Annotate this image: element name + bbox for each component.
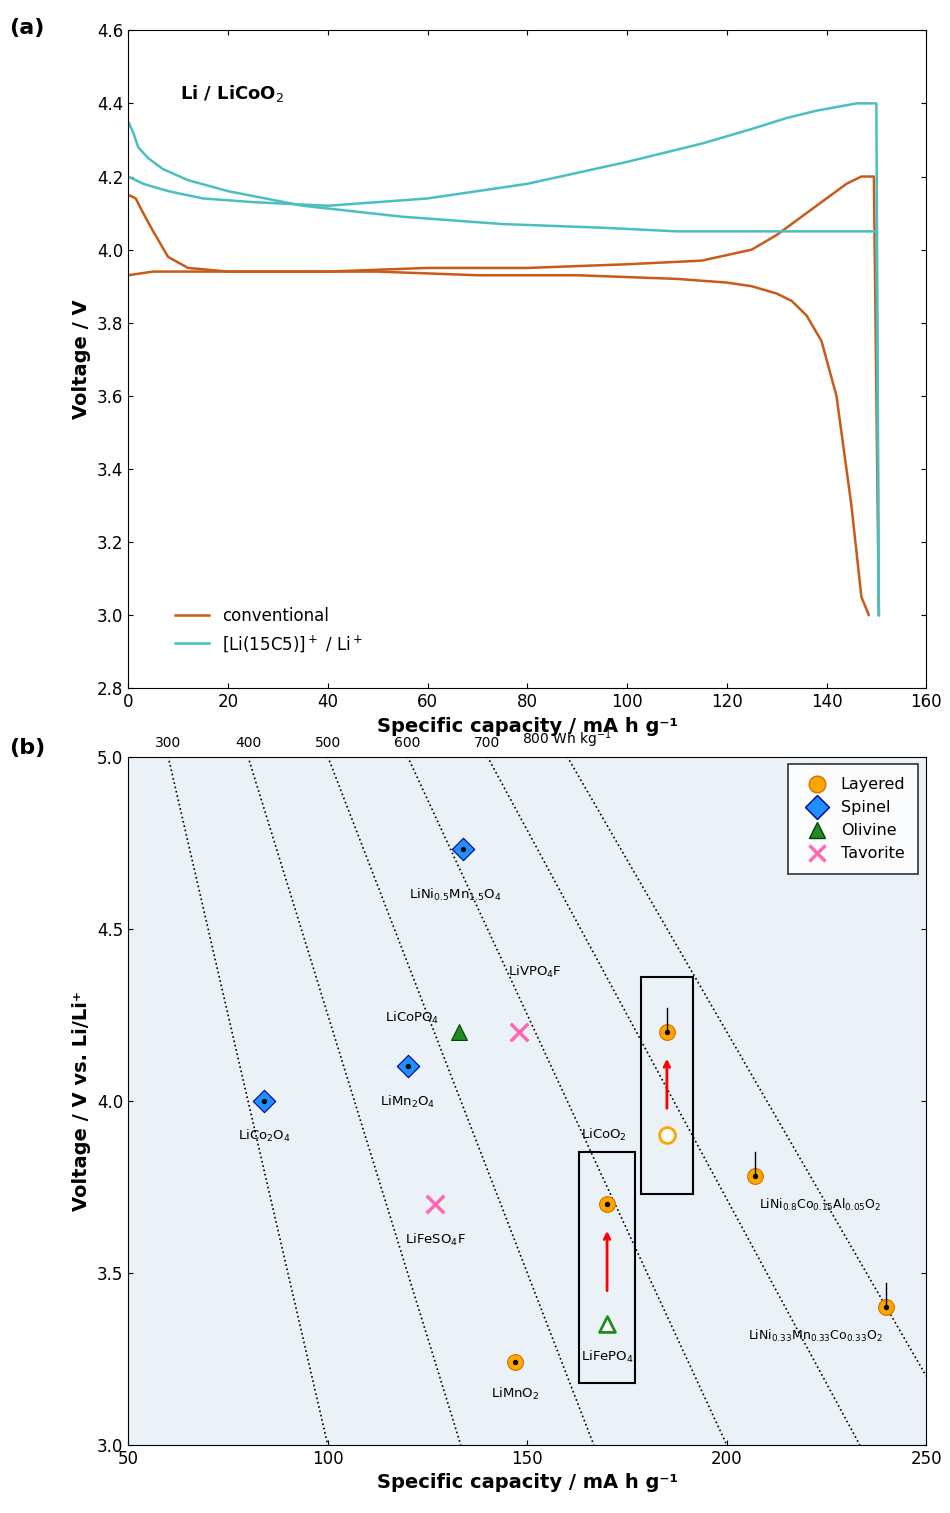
Point — [400, 1055, 415, 1079]
Point — [507, 1350, 522, 1374]
Point — [599, 1192, 615, 1216]
Text: LiNi$_{0.5}$Mn$_{1.5}$O$_4$: LiNi$_{0.5}$Mn$_{1.5}$O$_4$ — [409, 887, 502, 903]
Point — [452, 1020, 467, 1044]
Point — [599, 1192, 615, 1216]
Text: 400: 400 — [235, 735, 261, 749]
Text: 700: 700 — [474, 735, 501, 749]
Point — [256, 1089, 272, 1114]
Text: LiMnO$_2$: LiMnO$_2$ — [491, 1386, 540, 1403]
Point — [879, 1295, 894, 1319]
Point — [659, 1123, 674, 1147]
X-axis label: Specific capacity / mA h g⁻¹: Specific capacity / mA h g⁻¹ — [377, 1474, 677, 1492]
Point — [599, 1312, 615, 1336]
Text: LiFeSO$_4$F: LiFeSO$_4$F — [405, 1232, 466, 1248]
Point — [879, 1295, 894, 1319]
Y-axis label: Voltage / V vs. Li/Li⁺: Voltage / V vs. Li/Li⁺ — [72, 991, 91, 1210]
Point — [659, 1020, 674, 1044]
Bar — [641, 977, 693, 1194]
Point — [512, 1020, 527, 1044]
Point — [400, 1055, 415, 1079]
Legend: conventional, [Li(15C5)]$^+$ / Li$^+$: conventional, [Li(15C5)]$^+$ / Li$^+$ — [168, 599, 370, 660]
Text: LiCoPO$_4$: LiCoPO$_4$ — [385, 1011, 440, 1026]
Y-axis label: Voltage / V: Voltage / V — [72, 300, 91, 419]
Text: LiVPO$_4$F: LiVPO$_4$F — [508, 964, 562, 980]
Point — [428, 1192, 443, 1216]
Text: 600: 600 — [394, 735, 421, 749]
Text: 300: 300 — [155, 735, 181, 749]
Point — [659, 1020, 674, 1044]
Text: LiNi$_{0.33}$Mn$_{0.33}$Co$_{0.33}$O$_2$: LiNi$_{0.33}$Mn$_{0.33}$Co$_{0.33}$O$_2$ — [748, 1328, 883, 1344]
Point — [747, 1165, 762, 1189]
X-axis label: Specific capacity / mA h g⁻¹: Specific capacity / mA h g⁻¹ — [377, 717, 677, 735]
Text: LiCoO$_2$: LiCoO$_2$ — [581, 1127, 627, 1144]
Point — [256, 1089, 272, 1114]
Text: LiFePO$_4$: LiFePO$_4$ — [580, 1348, 634, 1365]
Point — [456, 837, 471, 861]
Text: 800 Wh kg$^{-1}$: 800 Wh kg$^{-1}$ — [522, 728, 612, 749]
Text: (b): (b) — [10, 738, 46, 758]
Point — [456, 837, 471, 861]
Text: LiNi$_{0.8}$Co$_{0.15}$Al$_{0.05}$O$_2$: LiNi$_{0.8}$Co$_{0.15}$Al$_{0.05}$O$_2$ — [759, 1197, 881, 1213]
Bar — [580, 1153, 635, 1383]
Point — [507, 1350, 522, 1374]
Point — [747, 1165, 762, 1189]
Text: LiMn$_2$O$_4$: LiMn$_2$O$_4$ — [380, 1094, 435, 1111]
Text: LiCo$_2$O$_4$: LiCo$_2$O$_4$ — [238, 1129, 291, 1144]
Text: Li / LiCoO$_2$: Li / LiCoO$_2$ — [180, 83, 284, 104]
Text: (a): (a) — [10, 18, 45, 38]
Legend: Layered, Spinel, Olivine, Tavorite: Layered, Spinel, Olivine, Tavorite — [788, 764, 919, 875]
Text: 500: 500 — [314, 735, 341, 749]
